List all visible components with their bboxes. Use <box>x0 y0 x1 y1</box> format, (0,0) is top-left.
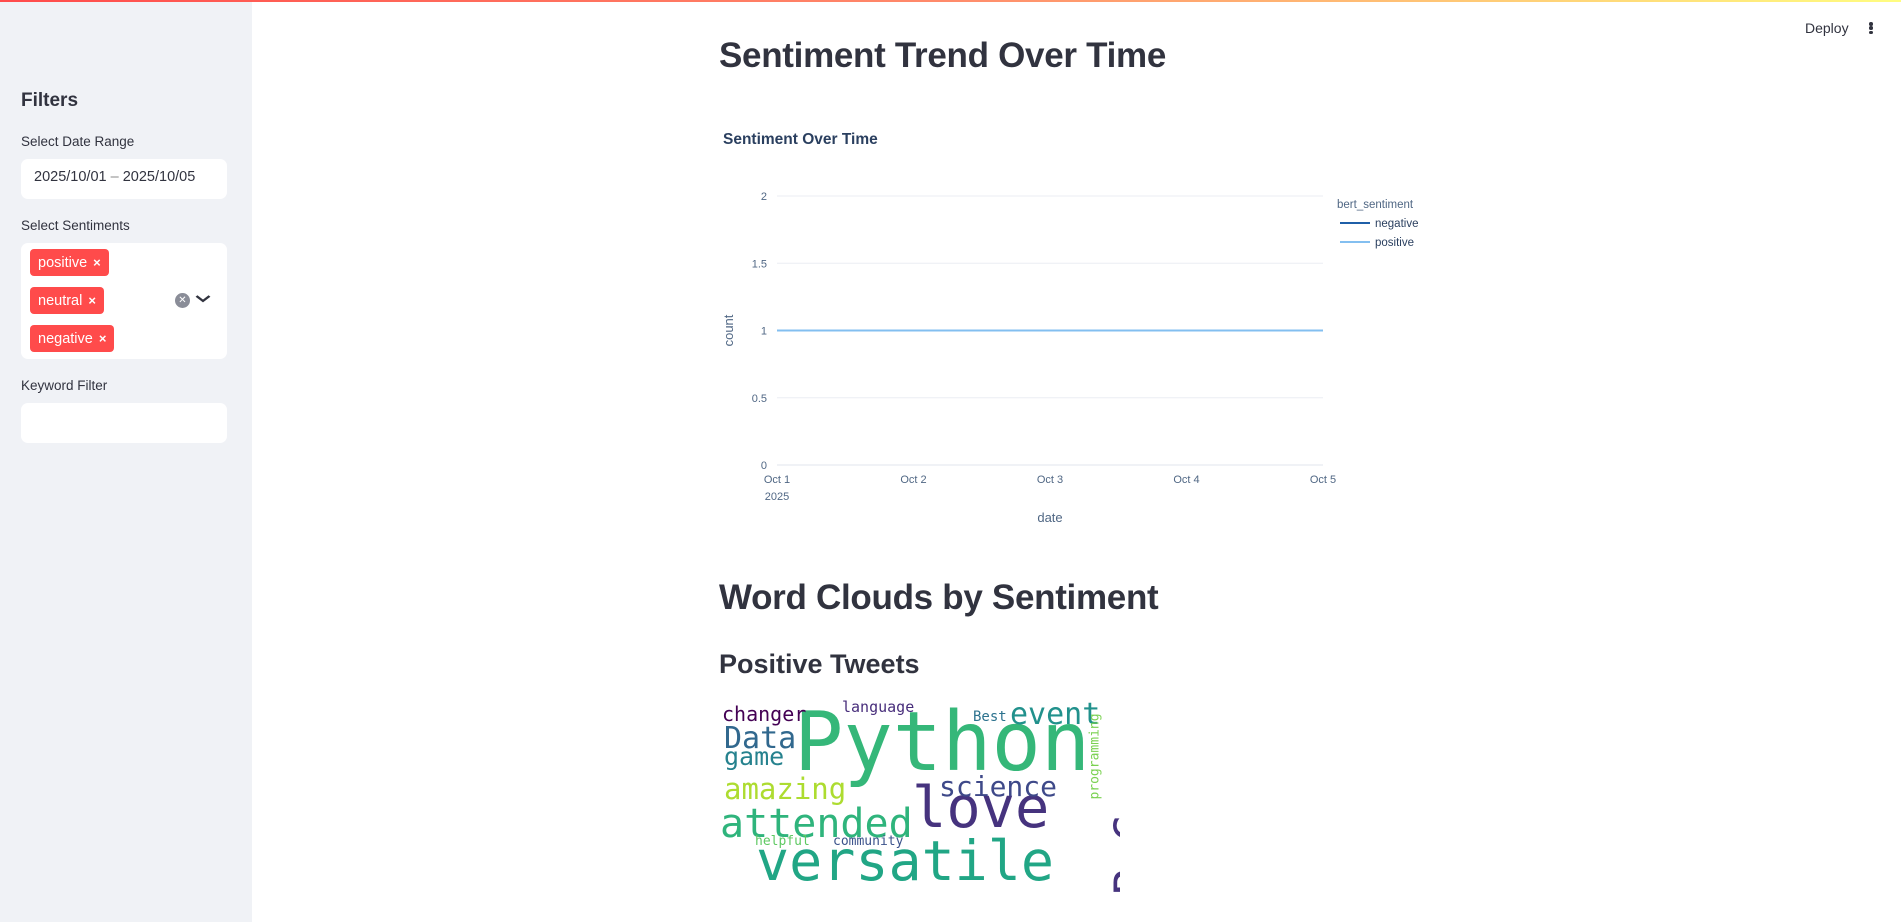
wc-word-community: community <box>833 834 904 849</box>
keyword-input[interactable] <box>21 403 227 443</box>
sentiment-tag-positive: positive × <box>30 249 109 276</box>
main-menu-icon[interactable] <box>1866 19 1876 37</box>
wc-word-best: Best <box>973 709 1007 725</box>
wc-word-love: love <box>912 775 1050 841</box>
remove-tag-icon[interactable]: × <box>93 255 101 270</box>
wc-word-science: science <box>939 770 1058 803</box>
wc-word-game: game <box>724 742 785 771</box>
wc-word-changer: changer <box>722 702 807 726</box>
tag-label: negative <box>38 330 93 347</box>
positive-word-cloud: Python versatile love attended PyCon sci… <box>720 700 1120 896</box>
top-decoration-bar <box>0 0 1901 2</box>
trend-heading: Sentiment Trend Over Time <box>719 36 1166 75</box>
sidebar-title: Filters <box>21 90 79 111</box>
sentiments-multiselect[interactable]: positive × neutral × negative × ✕ <box>21 243 227 359</box>
date-range-label: Select Date Range <box>21 134 135 149</box>
chart-title: Sentiment Over Time <box>723 131 878 148</box>
wc-word-amazing: amazing <box>724 772 847 806</box>
legend-label-negative: negative <box>1375 218 1418 230</box>
x-axis-title: date <box>1037 510 1062 525</box>
date-range-separator: – <box>110 169 119 185</box>
x-tick-label: Oct 5 <box>1310 474 1336 486</box>
wc-word-event: event <box>1010 700 1101 732</box>
x-tick-label: Oct 4 <box>1173 474 1199 486</box>
tag-label: positive <box>38 254 88 271</box>
y-tick-label: 0 <box>761 460 767 472</box>
wc-word-pycon: PyCon <box>1105 760 1120 896</box>
sentiments-label: Select Sentiments <box>21 218 130 233</box>
positive-tweets-heading: Positive Tweets <box>719 649 920 679</box>
x-tick-label: Oct 3 <box>1037 474 1063 486</box>
sentiment-line-chart: 0 0.5 1 1.5 2 Oct 1 Oct 2 Oct 3 Oct 4 Oct 5 2025 da… <box>721 191 1418 525</box>
sentiment-tag-negative: negative × <box>30 325 115 352</box>
y-axis-title: count <box>721 314 736 346</box>
date-range-start: 2025/10/01 <box>34 169 107 185</box>
remove-tag-icon[interactable]: × <box>98 331 107 346</box>
wc-word-language: language <box>842 700 915 716</box>
y-tick-label: 1.5 <box>752 258 767 270</box>
sentiment-tag-neutral: neutral × <box>30 287 104 314</box>
remove-tag-icon[interactable]: × <box>88 293 96 308</box>
wc-word-programming: programming <box>1087 713 1103 800</box>
legend-label-positive: positive <box>1375 237 1414 249</box>
keyword-label: Keyword Filter <box>21 378 108 393</box>
wc-word-attended: attended <box>720 801 913 847</box>
y-tick-label: 2 <box>761 191 767 203</box>
chevron-down-icon[interactable] <box>195 291 211 306</box>
clear-all-icon[interactable]: ✕ <box>175 293 190 308</box>
y-tick-label: 0.5 <box>752 393 767 405</box>
x-tick-label: Oct 2 <box>900 474 926 486</box>
date-range-input[interactable]: 2025/10/01 – 2025/10/05 <box>21 159 227 199</box>
legend-title: bert_sentiment <box>1337 199 1414 211</box>
x-tick-label: Oct 1 <box>764 474 790 486</box>
wordcloud-heading: Word Clouds by Sentiment <box>719 578 1159 617</box>
deploy-button[interactable]: Deploy <box>1805 20 1849 36</box>
wc-word-python: Python <box>794 700 1091 790</box>
wc-word-data: Data <box>724 721 797 756</box>
wc-word-helpful: helpful <box>755 834 810 849</box>
sidebar: Filters Select Date Range 2025/10/01 – 2… <box>0 0 252 922</box>
tag-label: neutral <box>38 292 83 309</box>
date-range-end: 2025/10/05 <box>122 169 196 185</box>
y-tick-label: 1 <box>761 326 767 338</box>
x-year-label: 2025 <box>765 491 789 503</box>
wc-word-versatile: versatile <box>756 829 1055 893</box>
